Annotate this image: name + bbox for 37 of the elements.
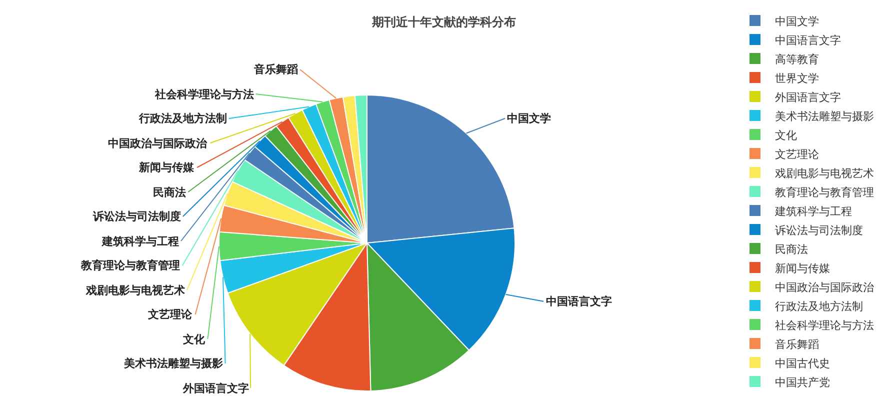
legend-label: 建筑科学与工程: [774, 204, 852, 218]
data-label: 中国文学: [507, 112, 551, 125]
legend-label: 外国语言文字: [775, 90, 841, 104]
legend-label: 世界文学: [775, 72, 819, 85]
legend-label: 高等教育: [775, 52, 819, 66]
legend-label: 戏剧电影与电视艺术: [775, 166, 874, 180]
data-label: 诉讼法与司法制度: [92, 210, 181, 223]
legend-label: 教育理论与教育管理: [775, 186, 874, 199]
legend-label: 新闻与传媒: [775, 262, 830, 275]
legend-label: 中国政治与国际政治: [775, 280, 874, 294]
legend-label: 中国古代史: [775, 356, 830, 370]
legend-label: 行政法及地方法制: [775, 300, 863, 313]
legend-label: 文化: [775, 128, 797, 142]
data-label: 社会科学理论与方法: [154, 88, 254, 101]
data-label: 中国语言文字: [546, 295, 612, 308]
data-label: 美术书法雕塑与摄影: [123, 357, 223, 370]
data-label: 民商法: [153, 186, 186, 199]
data-label: 建筑科学与工程: [101, 235, 179, 248]
data-label: 教育理论与教育管理: [80, 259, 180, 272]
data-label: 行政法及地方法制: [138, 112, 227, 125]
data-label: 文艺理论: [147, 308, 193, 321]
legend-label: 音乐舞蹈: [775, 338, 819, 351]
data-label: 音乐舞蹈: [253, 63, 298, 76]
chart-title: 期刊近十年文献的学科分布: [371, 15, 516, 30]
legend-label: 诉讼法与司法制度: [775, 224, 863, 237]
data-label: 外国语言文字: [182, 382, 249, 395]
data-label: 新闻与传媒: [138, 161, 195, 174]
legend-label: 美术书法雕塑与摄影: [775, 110, 874, 123]
legend-label: 中国共产党: [775, 376, 830, 389]
legend-label: 社会科学理论与方法: [775, 318, 874, 332]
legend-label: 文艺理论: [775, 148, 819, 161]
legend-label: 中国语言文字: [775, 34, 841, 47]
legend-label: 民商法: [775, 242, 808, 256]
legend-label: 中国文学: [775, 14, 819, 28]
data-label: 中国政治与国际政治: [108, 137, 208, 150]
data-label: 戏剧电影与电视艺术: [85, 284, 185, 297]
data-label: 文化: [182, 333, 206, 346]
